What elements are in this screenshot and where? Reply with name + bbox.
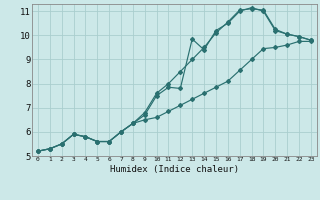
X-axis label: Humidex (Indice chaleur): Humidex (Indice chaleur): [110, 165, 239, 174]
